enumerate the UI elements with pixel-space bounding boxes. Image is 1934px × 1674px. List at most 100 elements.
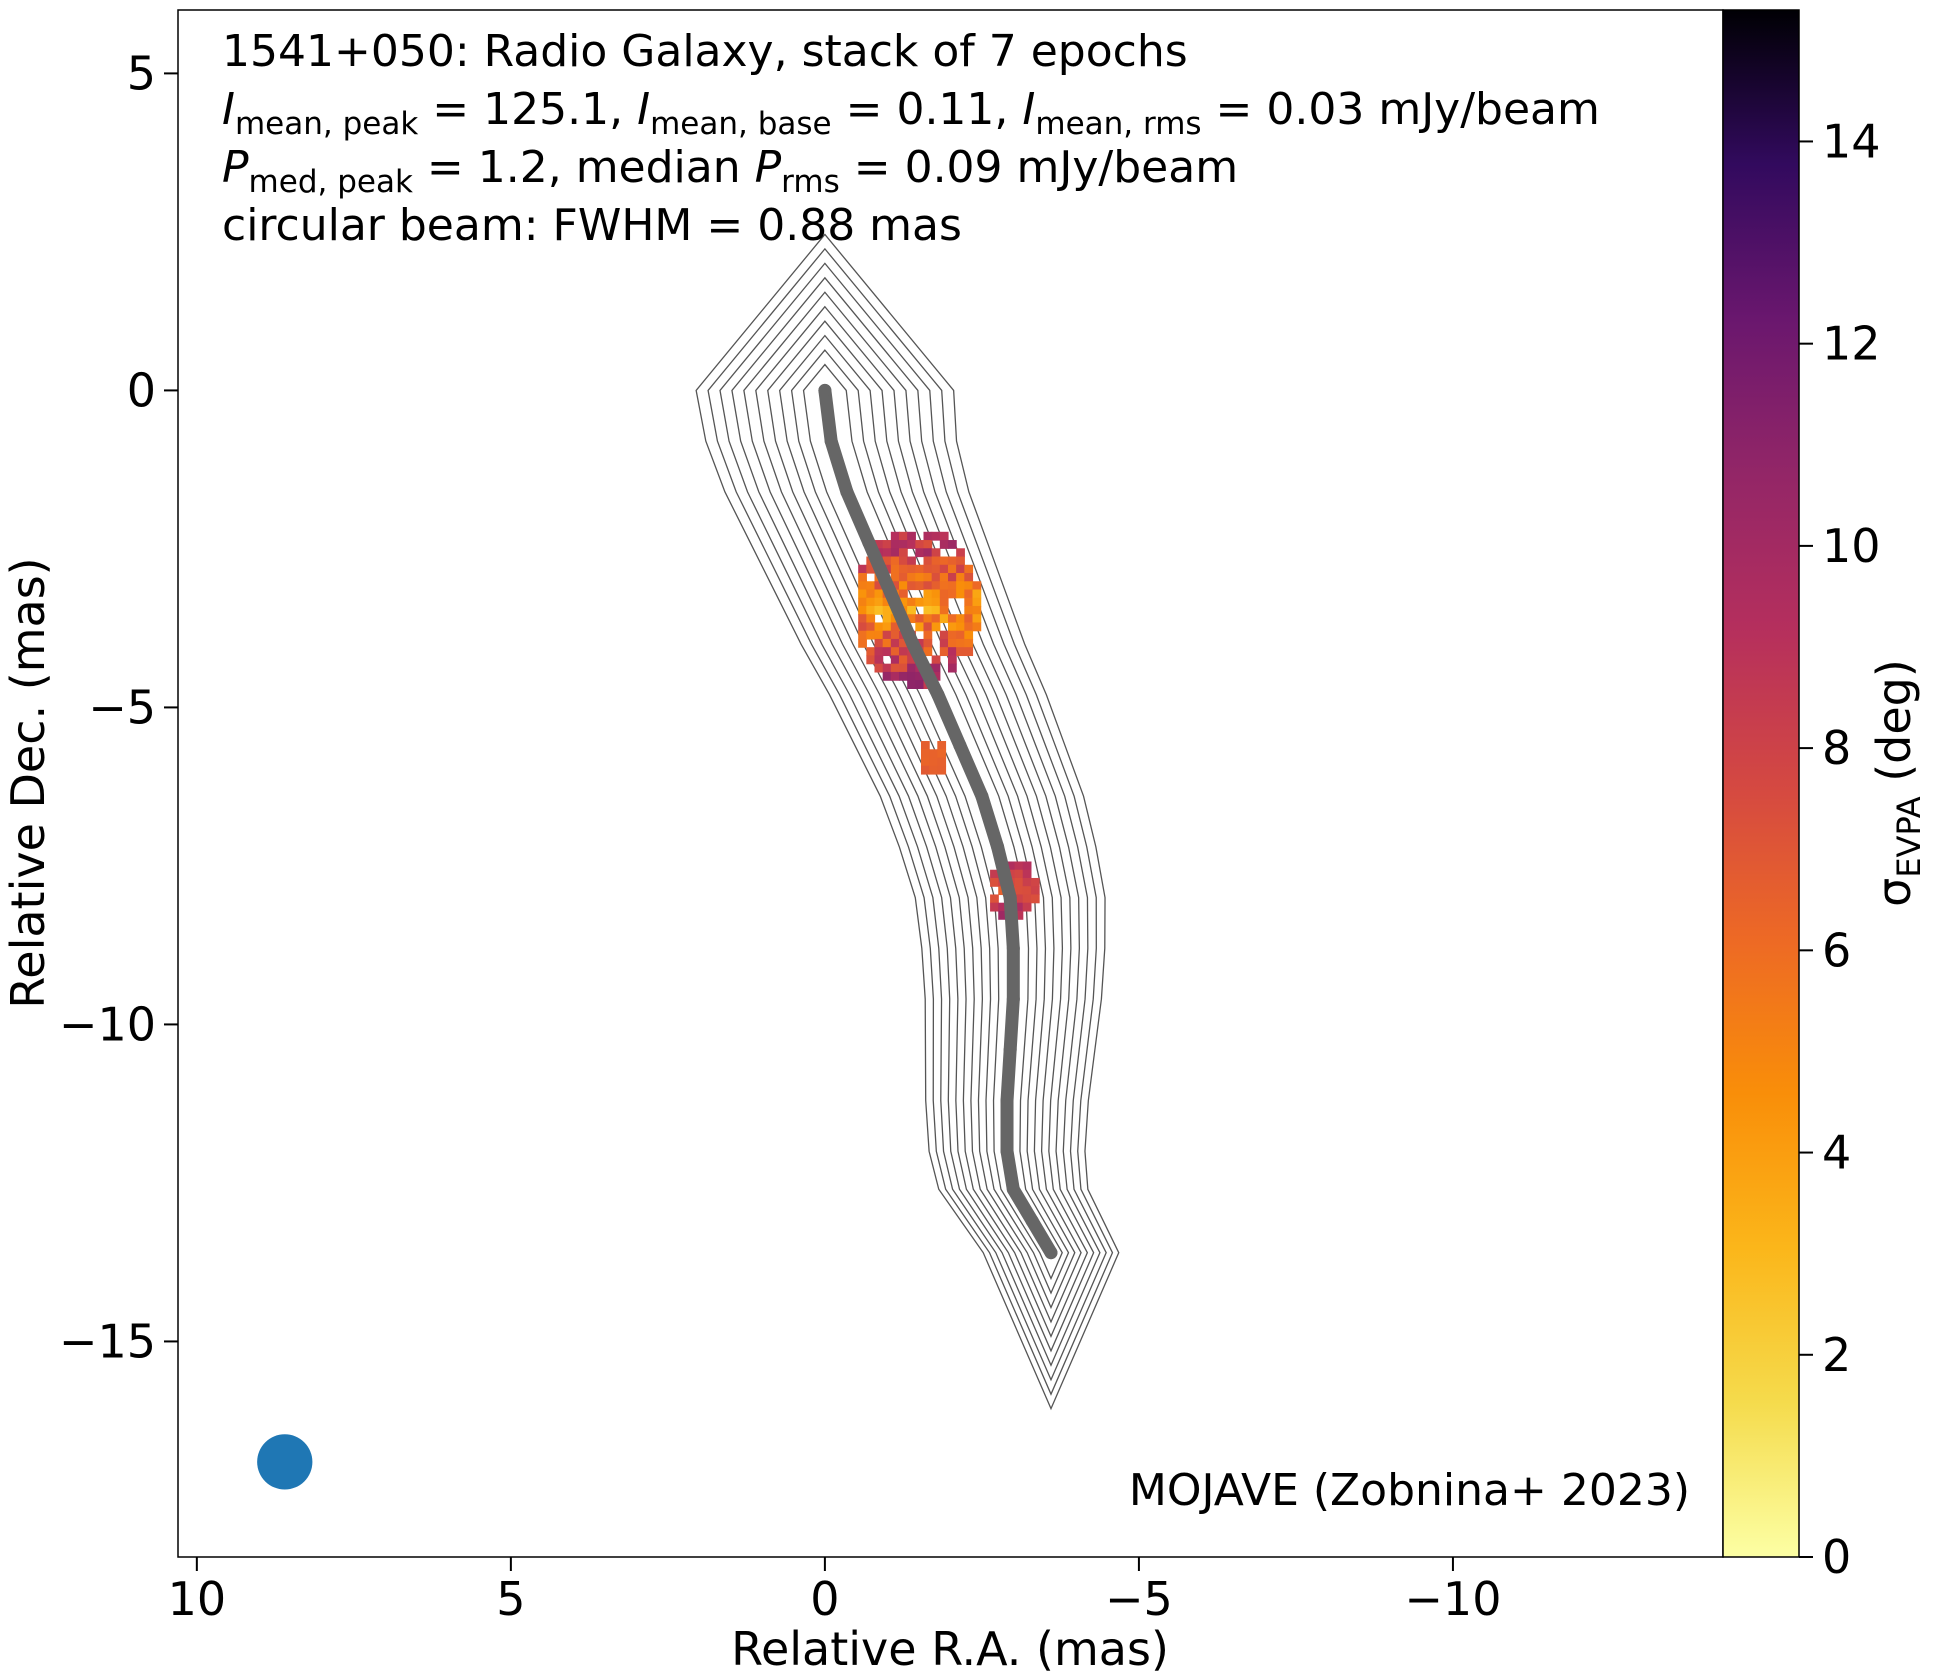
- sigma-evpa-pixel: [858, 630, 867, 640]
- ridgeline-point: [1006, 1182, 1020, 1196]
- colorbar-tick-label: 2: [1822, 1328, 1851, 1382]
- sigma-evpa-pixel: [937, 757, 947, 767]
- sigma-evpa-pixel: [907, 573, 916, 582]
- sigma-evpa-map: [858, 531, 1040, 920]
- sigma-evpa-pixel: [923, 622, 933, 632]
- sigma-evpa-pixel: [858, 597, 867, 607]
- sigma-evpa-pixel: [882, 622, 892, 632]
- sigma-evpa-pixel: [956, 589, 965, 599]
- sigma-evpa-pixel: [956, 622, 965, 632]
- sigma-evpa-pixel: [931, 548, 941, 558]
- sigma-evpa-pixel: [972, 614, 982, 624]
- colorbar-tick-label: 10: [1822, 519, 1881, 573]
- ridgeline-point: [975, 789, 989, 803]
- sigma-evpa-pixel: [956, 556, 965, 566]
- sigma-evpa-pixel: [937, 765, 947, 775]
- sigma-evpa-pixel: [915, 622, 925, 632]
- contour-level: [755, 305, 1089, 1338]
- sigma-evpa-pixel: [947, 589, 957, 599]
- sigma-evpa-pixel: [931, 614, 941, 624]
- sigma-evpa-pixel: [923, 605, 933, 615]
- sigma-evpa-pixel: [964, 614, 974, 624]
- sigma-evpa-pixel: [964, 622, 974, 632]
- sigma-evpa-pixel: [1022, 861, 1032, 871]
- sigma-evpa-pixel: [937, 749, 947, 759]
- sigma-evpa-pixel: [931, 581, 941, 591]
- sigma-evpa-pixel: [866, 630, 876, 640]
- sigma-evpa-pixel: [990, 902, 999, 912]
- sigma-evpa-pixel: [899, 548, 908, 558]
- sigma-evpa-pixel: [939, 573, 949, 582]
- contour-level: [767, 320, 1082, 1324]
- sigma-evpa-pixel: [874, 622, 884, 632]
- jet-ridgeline: [818, 383, 1058, 1260]
- sigma-evpa-pixel: [899, 655, 908, 665]
- sigma-evpa-pixel: [998, 902, 1007, 912]
- sigma-evpa-pixel: [915, 680, 925, 689]
- sigma-evpa-pixel: [890, 630, 900, 640]
- sigma-evpa-pixel: [1030, 877, 1040, 887]
- annotation-line3: Pmed, peak = 1.2, median Prms = 0.09 mJy…: [222, 142, 1238, 200]
- sigma-evpa-pixel: [939, 630, 949, 640]
- y-tick-label: −15: [59, 1314, 156, 1368]
- y-tick-label: 0: [127, 363, 156, 417]
- sigma-evpa-pixel: [939, 540, 949, 549]
- sigma-evpa-pixel: [1006, 861, 1016, 871]
- x-tick-label: 0: [810, 1572, 839, 1626]
- sigma-evpa-pixel: [939, 614, 949, 624]
- sigma-evpa-pixel: [956, 638, 965, 648]
- sigma-evpa-pixel: [907, 564, 916, 574]
- ridgeline-point: [1000, 1144, 1014, 1158]
- sigma-evpa-pixel: [929, 765, 938, 775]
- sigma-evpa-pixel: [956, 564, 965, 574]
- colorbar-title: σEVPA (deg): [1867, 659, 1928, 907]
- sigma-evpa-pixel: [947, 540, 957, 549]
- sigma-evpa-pixel: [1014, 861, 1024, 871]
- sigma-evpa-pixel: [1014, 894, 1024, 904]
- sigma-evpa-pixel: [907, 680, 916, 689]
- ridgeline-point: [862, 536, 876, 550]
- sigma-evpa-pixel: [956, 647, 965, 657]
- sigma-evpa-pixel: [915, 614, 925, 624]
- sigma-evpa-pixel: [990, 869, 999, 879]
- sigma-evpa-pixel: [956, 581, 965, 591]
- beam-marker: [257, 1434, 313, 1490]
- sigma-evpa-pixel: [907, 540, 916, 549]
- sigma-evpa-pixel: [890, 540, 900, 549]
- sigma-evpa-pixel: [915, 597, 925, 607]
- sigma-evpa-pixel: [947, 638, 957, 648]
- sigma-evpa-pixel: [937, 741, 947, 750]
- ridgeline-point: [884, 586, 898, 600]
- beam-circle: [257, 1434, 313, 1490]
- sigma-evpa-pixel: [882, 663, 892, 673]
- sigma-evpa-pixel: [964, 638, 974, 648]
- sigma-evpa-pixel: [899, 581, 908, 591]
- sigma-evpa-pixel: [947, 556, 957, 566]
- sigma-evpa-pixel: [990, 894, 999, 904]
- sigma-evpa-pixel: [931, 605, 941, 615]
- sigma-evpa-pixel: [874, 638, 884, 648]
- sigma-evpa-pixel: [923, 638, 933, 648]
- sigma-evpa-pixel: [972, 589, 982, 599]
- sigma-evpa-pixel: [899, 663, 908, 673]
- x-tick-label: −5: [1105, 1572, 1173, 1626]
- colorbar-tick-label: 4: [1822, 1126, 1851, 1180]
- sigma-evpa-pixel: [874, 605, 884, 615]
- sigma-evpa-pixel: [866, 581, 876, 591]
- ridgeline-point: [1006, 992, 1020, 1006]
- sigma-evpa-pixel: [915, 564, 925, 574]
- sigma-evpa-pixel: [899, 540, 908, 549]
- sigma-evpa-pixel: [890, 638, 900, 648]
- sigma-evpa-pixel: [874, 647, 884, 657]
- annotation-block: 1541+050: Radio Galaxy, stack of 7 epoch…: [222, 26, 1600, 251]
- sigma-evpa-pixel: [964, 597, 974, 607]
- sigma-evpa-pixel: [866, 647, 876, 657]
- ridgeline-point: [931, 688, 945, 702]
- sigma-evpa-pixel: [947, 647, 957, 657]
- sigma-evpa-pixel: [890, 573, 900, 582]
- sigma-evpa-pixel: [899, 647, 908, 657]
- sigma-evpa-pixel: [972, 597, 982, 607]
- sigma-evpa-pixel: [964, 647, 974, 657]
- sigma-evpa-pixel: [931, 573, 941, 582]
- sigma-evpa-pixel: [998, 910, 1007, 920]
